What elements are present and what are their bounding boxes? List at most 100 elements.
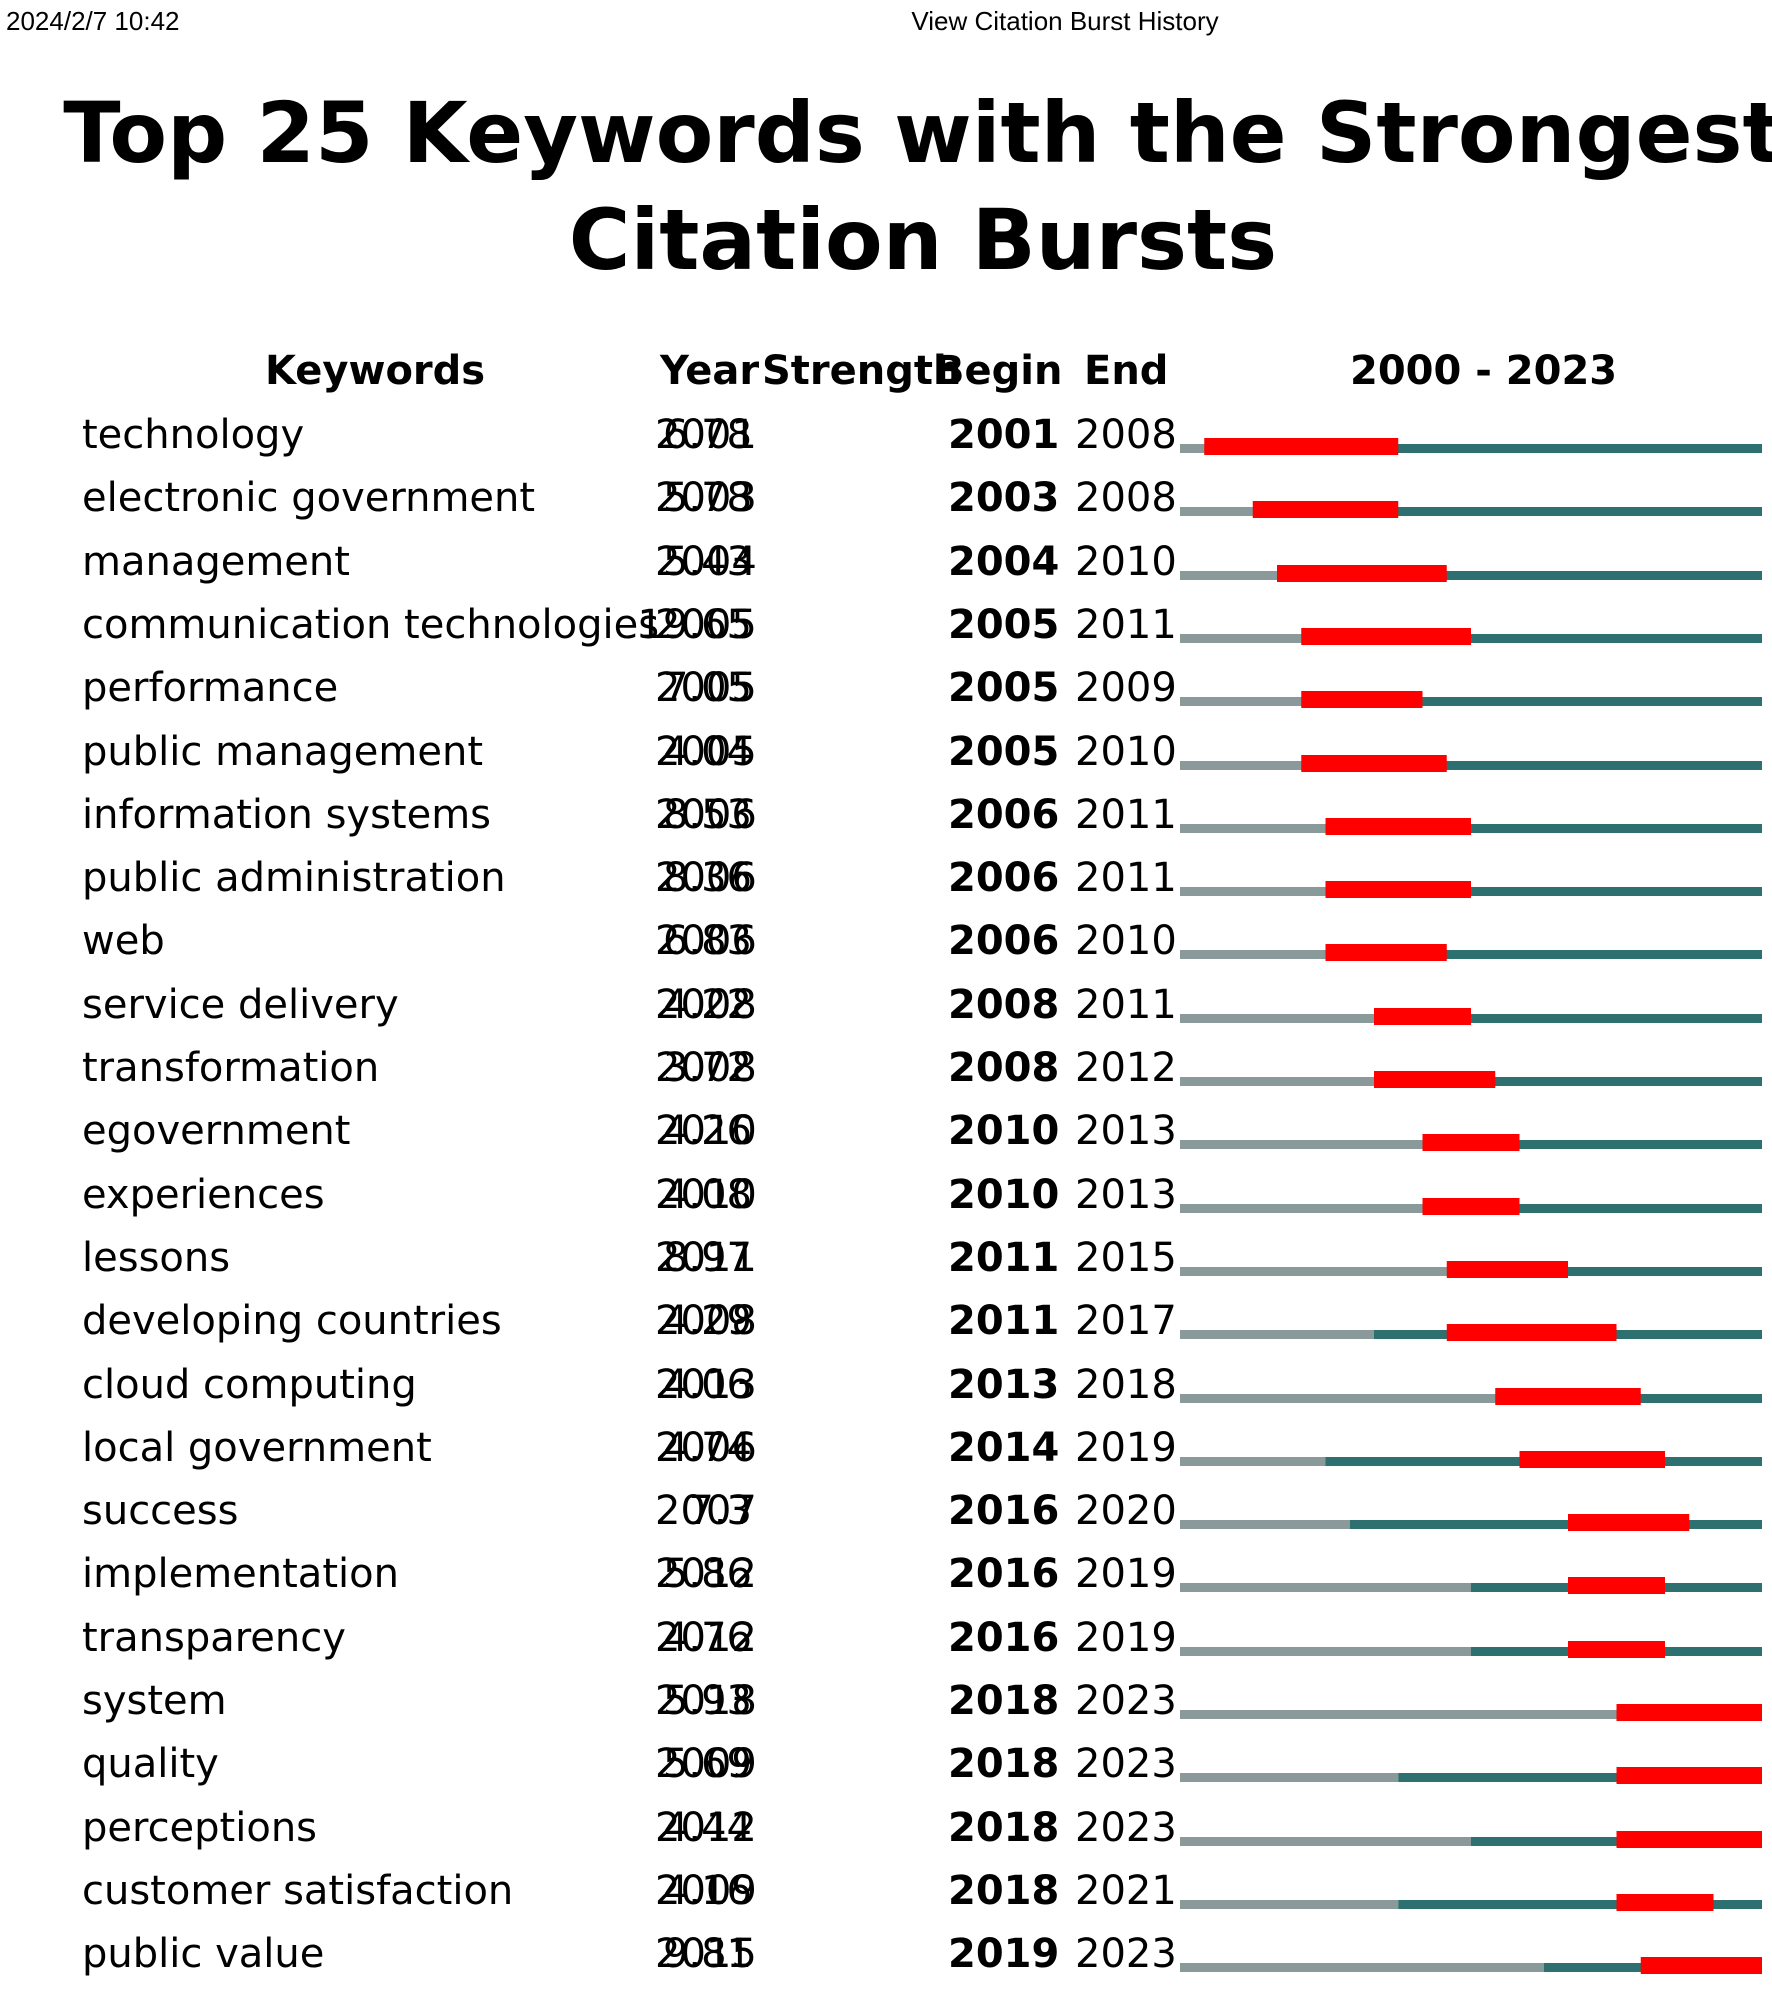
active-segment [1252, 507, 1762, 517]
burst-bar [1204, 438, 1399, 455]
burst-bar [1519, 1450, 1665, 1468]
keyword-cell: success [82, 1488, 239, 1535]
table-row: customer satisfaction 2009 4.16 2018 2021 [0, 1863, 1772, 1926]
year-cell: 2001 [655, 412, 757, 458]
strength-cell: 4.04 [662, 728, 752, 775]
begin-cell: 2005 [948, 665, 1060, 712]
active-segment [1301, 697, 1762, 707]
active-segment [1398, 1773, 1762, 1783]
strength-cell: 8.97 [662, 1234, 752, 1281]
pre-appearance-segment [1180, 1710, 1617, 1719]
burst-timeline [1180, 1957, 1762, 1975]
table-row: lessons 2011 8.97 2011 2015 [0, 1230, 1772, 1293]
year-cell: 2007 [655, 1488, 757, 1535]
end-cell: 2010 [1075, 728, 1177, 775]
column-header-strength: Strength [762, 348, 962, 394]
strength-cell: 5.69 [662, 1741, 752, 1788]
year-cell: 2005 [655, 728, 757, 775]
pre-appearance-segment [1180, 1773, 1399, 1783]
strength-cell: 9.81 [662, 1931, 752, 1978]
year-cell: 2012 [655, 1804, 757, 1851]
begin-cell: 2019 [948, 1931, 1060, 1978]
table-row: perceptions 2012 4.44 2018 2023 [0, 1800, 1772, 1863]
begin-cell: 2014 [948, 1424, 1060, 1471]
strength-cell: 4.44 [662, 1804, 752, 1851]
begin-cell: 2010 [948, 1171, 1060, 1218]
pre-appearance-segment [1180, 697, 1302, 707]
end-cell: 2018 [1075, 1361, 1177, 1408]
burst-timeline [1180, 1007, 1762, 1025]
keyword-cell: egovernment [82, 1108, 351, 1155]
table-row: implementation 2012 5.86 2016 2019 [0, 1546, 1772, 1609]
strength-cell: 4.76 [662, 1614, 752, 1661]
pre-appearance-segment [1180, 887, 1326, 897]
burst-bar [1616, 1704, 1762, 1721]
strength-cell: 5.86 [662, 1551, 752, 1598]
burst-bar [1568, 1577, 1665, 1595]
begin-cell: 2016 [948, 1488, 1060, 1535]
table-row: transformation 2008 3.72 2008 2012 [0, 1040, 1772, 1103]
keyword-cell: public management [82, 728, 484, 775]
year-cell: 2015 [655, 1931, 757, 1978]
keyword-cell: technology [82, 412, 305, 458]
keyword-cell: developing countries [82, 1298, 502, 1345]
year-cell: 2003 [655, 475, 757, 522]
table-row: success 2007 7.3 2016 2020 [0, 1483, 1772, 1546]
active-segment [1374, 1077, 1762, 1086]
column-header-end: End [1084, 348, 1169, 394]
burst-bar [1301, 627, 1471, 645]
pre-appearance-segment [1180, 1963, 1544, 1973]
strength-cell: 4.06 [662, 1361, 752, 1408]
burst-bar [1301, 691, 1423, 709]
pre-appearance-segment [1180, 1203, 1423, 1213]
burst-bar [1568, 1514, 1690, 1532]
keyword-cell: perceptions [82, 1804, 318, 1851]
burst-bar [1568, 1640, 1665, 1658]
burst-bar [1252, 501, 1399, 519]
burst-bar [1616, 1893, 1714, 1911]
pre-appearance-segment [1180, 760, 1302, 770]
strength-cell: 4.08 [662, 1171, 752, 1218]
active-segment [1325, 950, 1762, 960]
begin-cell: 2001 [948, 412, 1060, 458]
pre-appearance-segment [1180, 507, 1253, 517]
end-cell: 2010 [1075, 918, 1177, 965]
table-row: public administration 2006 8.36 2006 2011 [0, 850, 1772, 913]
year-cell: 2011 [655, 1234, 757, 1281]
keyword-cell: electronic government [82, 475, 536, 522]
burst-bar [1640, 1957, 1762, 1975]
end-cell: 2013 [1075, 1171, 1177, 1218]
burst-bar [1325, 944, 1447, 962]
pre-appearance-segment [1180, 1330, 1374, 1340]
burst-timeline [1180, 881, 1762, 899]
year-cell: 2018 [655, 1678, 757, 1724]
begin-cell: 2016 [948, 1614, 1060, 1661]
table-row: cloud computing 2013 4.06 2013 2018 [0, 1357, 1772, 1420]
pre-appearance-segment [1180, 1393, 1496, 1403]
strength-cell: 7.05 [662, 665, 752, 712]
keyword-cell: cloud computing [82, 1361, 417, 1408]
burst-bar [1446, 1324, 1617, 1342]
strength-cell: 6.78 [662, 412, 752, 458]
burst-bar [1446, 1260, 1568, 1278]
end-cell: 2019 [1075, 1424, 1177, 1471]
pre-appearance-segment [1180, 633, 1302, 643]
active-segment [1325, 823, 1762, 833]
strength-cell: 5.93 [662, 1678, 752, 1724]
year-cell: 2009 [655, 1867, 757, 1914]
table-row: performance 2005 7.05 2005 2009 [0, 660, 1772, 723]
table-row: developing countries 2008 4.29 2011 2017 [0, 1293, 1772, 1356]
year-cell: 2006 [655, 855, 757, 902]
table-row: technology 2001 6.78 2001 2008 [0, 407, 1772, 470]
strength-cell: 4.26 [662, 1108, 752, 1155]
burst-bar [1422, 1197, 1520, 1215]
burst-bar [1495, 1387, 1641, 1405]
burst-bar [1277, 564, 1447, 582]
burst-timeline [1180, 1134, 1762, 1152]
begin-cell: 2006 [948, 855, 1060, 902]
strength-cell: 19.65 [637, 601, 752, 648]
year-cell: 2006 [655, 1424, 757, 1471]
keyword-cell: transformation [82, 1045, 380, 1091]
burst-timeline [1180, 564, 1762, 582]
end-cell: 2017 [1075, 1298, 1177, 1345]
